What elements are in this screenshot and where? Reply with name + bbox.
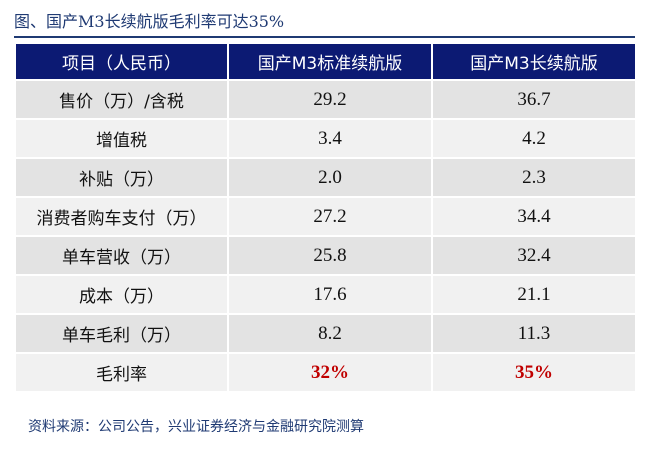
cell-long: 4.2 <box>433 120 635 157</box>
row-label: 毛利率 <box>16 354 227 391</box>
header-item: 项目（人民币） <box>16 44 227 79</box>
table-row: 毛利率 32% 35% <box>16 354 635 391</box>
cell-standard: 8.2 <box>229 315 431 352</box>
row-label: 售价（万）/含税 <box>16 81 227 118</box>
cell-long: 32.4 <box>433 237 635 274</box>
table-row: 增值税 3.4 4.2 <box>16 120 635 157</box>
cell-standard: 25.8 <box>229 237 431 274</box>
cell-long: 21.1 <box>433 276 635 313</box>
row-label: 成本（万） <box>16 276 227 313</box>
row-label: 增值税 <box>16 120 227 157</box>
cell-standard: 29.2 <box>229 81 431 118</box>
cell-long: 34.4 <box>433 198 635 235</box>
cell-long-margin: 35% <box>433 354 635 391</box>
row-label: 消费者购车支付（万） <box>16 198 227 235</box>
table-row: 成本（万） 17.6 21.1 <box>16 276 635 313</box>
cell-standard: 17.6 <box>229 276 431 313</box>
cell-standard-margin: 32% <box>229 354 431 391</box>
table-row: 售价（万）/含税 29.2 36.7 <box>16 81 635 118</box>
cell-standard: 3.4 <box>229 120 431 157</box>
source-note: 资料来源：公司公告，兴业证券经济与金融研究院测算 <box>28 419 364 435</box>
cell-standard: 2.0 <box>229 159 431 196</box>
chart-title: 图、国产M3长续航版毛利率可达35% <box>14 12 285 31</box>
table-row: 补贴（万） 2.0 2.3 <box>16 159 635 196</box>
table-row: 单车营收（万） 25.8 32.4 <box>16 237 635 274</box>
title-divider <box>14 36 635 38</box>
margin-table: 项目（人民币） 国产M3标准续航版 国产M3长续航版 售价（万）/含税 29.2… <box>14 42 637 393</box>
header-standard-range: 国产M3标准续航版 <box>229 44 431 79</box>
header-long-range: 国产M3长续航版 <box>433 44 635 79</box>
cell-long: 11.3 <box>433 315 635 352</box>
cell-standard: 27.2 <box>229 198 431 235</box>
cell-long: 2.3 <box>433 159 635 196</box>
row-label: 单车营收（万） <box>16 237 227 274</box>
table-row: 消费者购车支付（万） 27.2 34.4 <box>16 198 635 235</box>
header-row: 项目（人民币） 国产M3标准续航版 国产M3长续航版 <box>16 44 635 79</box>
cell-long: 36.7 <box>433 81 635 118</box>
row-label: 单车毛利（万） <box>16 315 227 352</box>
table-row: 单车毛利（万） 8.2 11.3 <box>16 315 635 352</box>
row-label: 补贴（万） <box>16 159 227 196</box>
